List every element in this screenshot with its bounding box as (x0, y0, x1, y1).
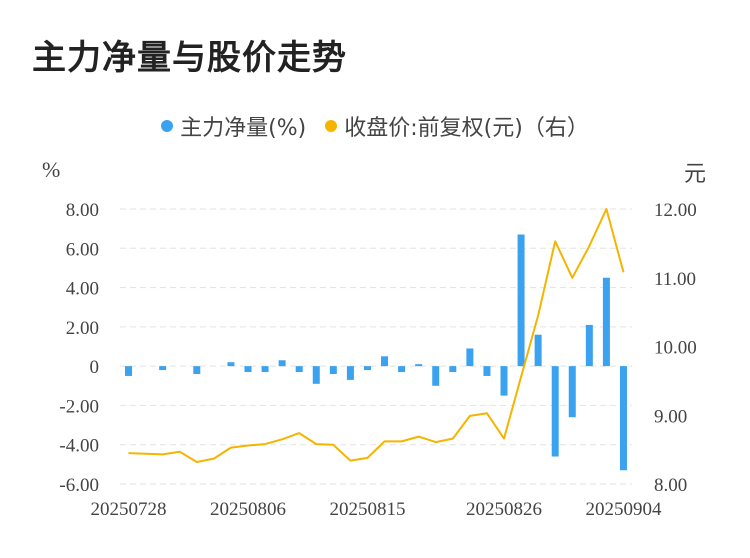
net-volume-bars (125, 234, 627, 471)
net-volume-bar (449, 366, 457, 373)
grid-lines (120, 208, 632, 485)
net-volume-bar (619, 366, 627, 471)
legend-marker-net-volume (161, 120, 174, 132)
net-volume-bar (125, 366, 133, 376)
legend-item-net-volume[interactable]: 主力净量(%) (161, 110, 306, 142)
x-axis-tick-label: 20250728 (91, 499, 167, 520)
left-axis-labels: 8.00 6.00 4.00 2.00 0 -2.00 -4.00 -6.00 (59, 200, 99, 496)
net-volume-bar (278, 360, 286, 367)
right-axis-tick-label: 12.00 (654, 200, 697, 221)
net-volume-bar (261, 366, 269, 373)
close-price-series-line (128, 208, 625, 463)
net-volume-bar (346, 366, 354, 380)
net-volume-bar (466, 348, 474, 367)
right-axis-tick-label: 8.00 (654, 475, 687, 496)
net-volume-bar (483, 366, 491, 376)
net-volume-bar (398, 366, 406, 373)
net-volume-bar (312, 366, 320, 384)
legend-marker-close-price (325, 120, 338, 132)
right-axis-tick-label: 10.00 (654, 338, 697, 359)
net-volume-bar (381, 356, 389, 367)
left-axis-tick-label: -6.00 (59, 475, 99, 496)
net-volume-bar (568, 366, 576, 418)
left-axis-tick-label: -4.00 (59, 436, 99, 457)
left-axis-tick-label: 4.00 (66, 279, 99, 300)
net-volume-bar (227, 362, 235, 367)
left-axis-tick-label: 8.00 (66, 200, 99, 221)
net-volume-bar (500, 366, 508, 396)
net-volume-bar (193, 366, 201, 374)
x-axis-tick-label: 20250806 (210, 499, 286, 520)
net-volume-bar (534, 334, 542, 367)
x-axis-tick-label: 20250904 (585, 499, 662, 520)
legend-label-close-price: 收盘价:前复权(元)（右） (344, 116, 589, 141)
left-axis-tick-label: 2.00 (66, 318, 99, 339)
net-volume-bar (244, 366, 252, 373)
net-volume-bar (295, 366, 303, 373)
net-volume-bar (551, 366, 559, 457)
close-price-line (128, 208, 625, 463)
net-volume-bar (432, 366, 440, 386)
right-axis-unit: 元 (684, 162, 707, 187)
x-axis-tick-label: 20250815 (329, 499, 405, 520)
net-volume-bar (602, 277, 610, 367)
legend: 主力净量(%) 收盘价:前复权(元)（右） (0, 110, 750, 142)
left-axis-tick-label: 0 (90, 357, 100, 378)
net-volume-bar (415, 364, 423, 367)
net-volume-bar (517, 234, 525, 367)
legend-label-net-volume: 主力净量(%) (180, 116, 307, 141)
net-volume-bar (363, 366, 371, 371)
left-axis-unit: % (42, 157, 61, 182)
chart-title: 主力净量与股价走势 (32, 38, 347, 78)
right-axis-labels: 12.00 11.00 10.00 9.00 8.00 (654, 200, 697, 496)
right-axis-tick-label: 11.00 (654, 269, 696, 290)
legend-item-close-price[interactable]: 收盘价:前复权(元)（右） (325, 110, 589, 142)
left-axis-tick-label: -2.00 (59, 396, 99, 417)
x-axis-tick-label: 20250826 (466, 499, 542, 520)
net-volume-bar (585, 324, 593, 367)
right-axis-tick-label: 9.00 (654, 406, 687, 427)
x-axis-labels: 20250728 20250806 20250815 20250826 20250904 (91, 499, 662, 520)
left-axis-tick-label: 6.00 (66, 239, 99, 260)
net-volume-bar (329, 366, 337, 374)
net-volume-bar (159, 366, 167, 371)
